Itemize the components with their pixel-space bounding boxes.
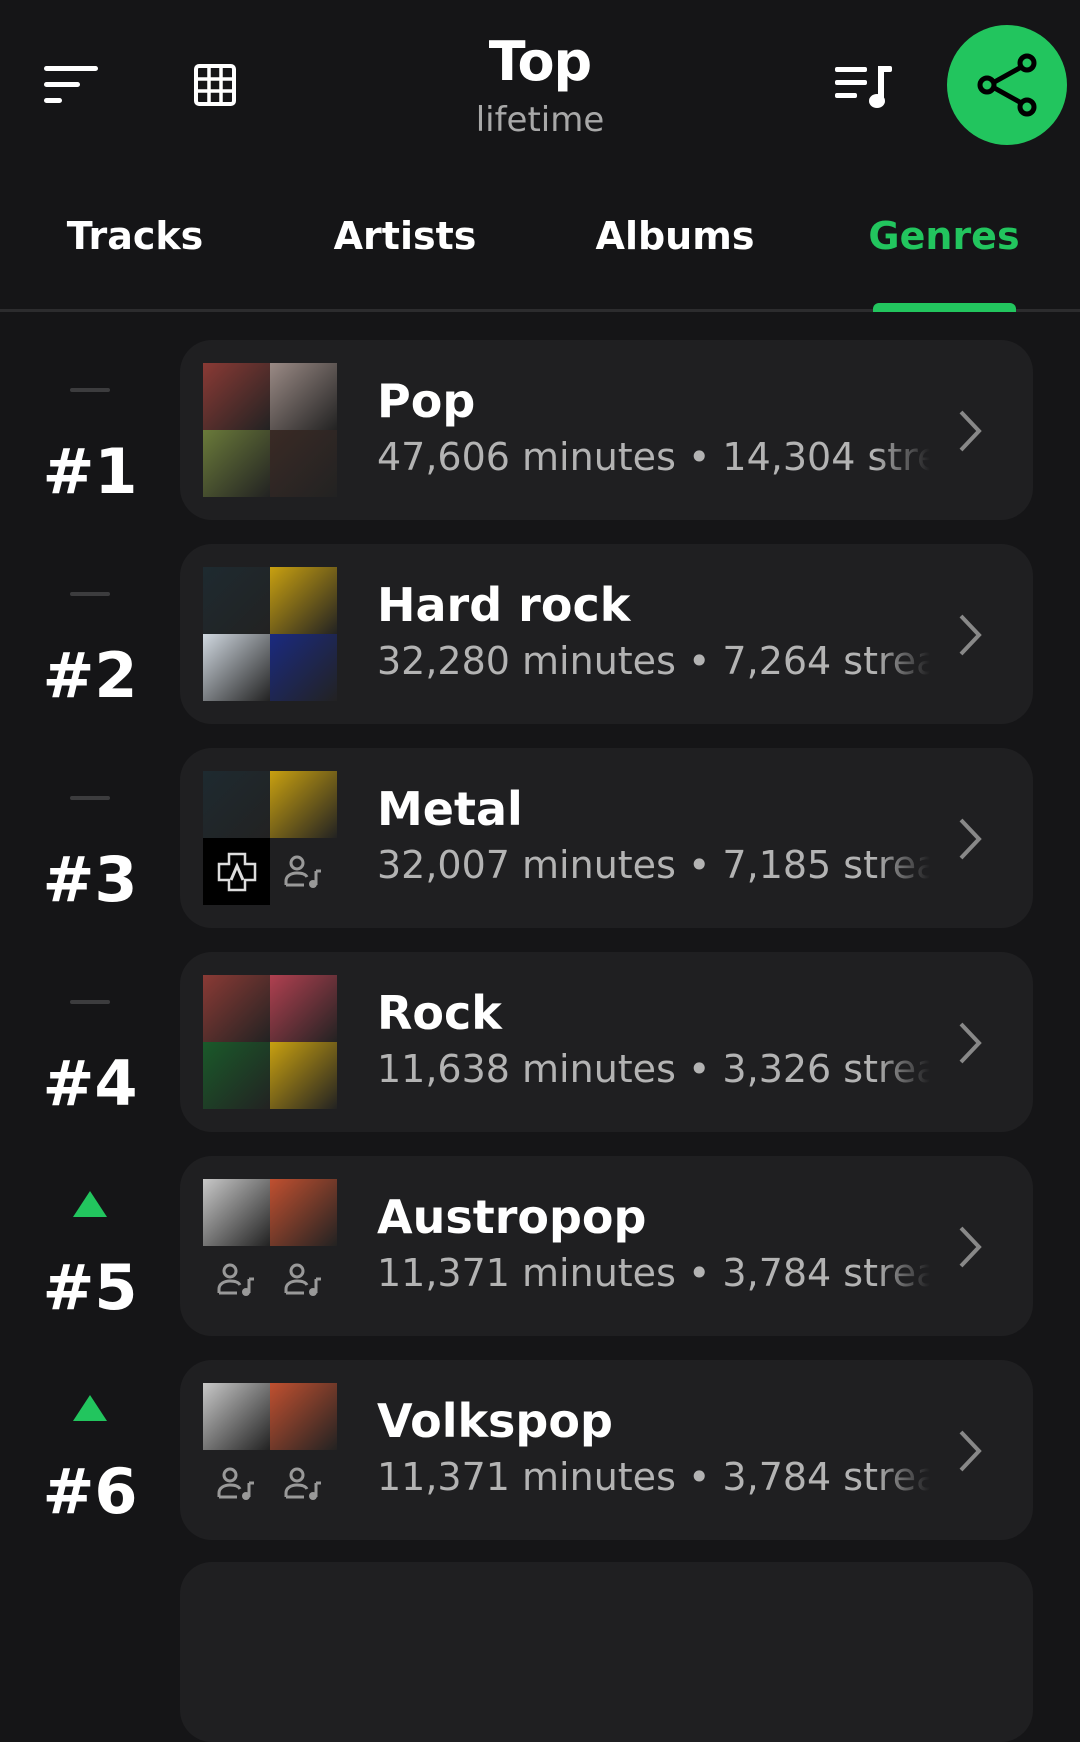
genre-name: Hard rock — [377, 578, 631, 632]
artist-image — [270, 1042, 337, 1109]
genre-artwork-collage — [203, 1179, 337, 1313]
artist-image — [203, 1042, 270, 1109]
active-tab-indicator — [873, 303, 1016, 312]
rank-number: #3 — [42, 843, 138, 916]
genre-stats: 11,371 minutes • 3,784 streams — [377, 1455, 930, 1499]
rank-number: #1 — [42, 435, 138, 508]
artist-image — [203, 567, 270, 634]
artist-image — [203, 975, 270, 1042]
genre-row: #5 Austropop 11,371 minutes • 3,784 stream… — [0, 1156, 1080, 1336]
artist-image — [203, 430, 270, 497]
artist-placeholder-icon — [284, 1263, 321, 1296]
genre-stats: 11,371 minutes • 3,784 streams — [377, 1251, 930, 1295]
genre-card[interactable]: Austropop 11,371 minutes • 3,784 streams — [180, 1156, 1033, 1336]
artist-image — [270, 771, 337, 838]
genre-card-partial[interactable] — [180, 1562, 1033, 1742]
genre-name: Pop — [377, 374, 476, 428]
page-title: Top — [488, 30, 592, 93]
genre-name: Austropop — [377, 1190, 647, 1244]
genre-card[interactable]: Hard rock 32,280 minutes • 7,264 streams — [180, 544, 1033, 724]
genre-artwork-collage — [203, 1383, 337, 1517]
artist-placeholder-icon — [217, 1263, 254, 1296]
sort-icon[interactable] — [44, 66, 100, 104]
genre-row: #3 Metal 32,007 minutes • 7,185 streams — [0, 748, 1080, 928]
genre-name: Volkspop — [377, 1394, 613, 1448]
genre-stats: 32,280 minutes • 7,264 streams — [377, 639, 930, 683]
artist-image — [270, 975, 337, 1042]
artist-image-placeholder — [203, 1450, 270, 1517]
band-logo-icon — [217, 852, 256, 891]
share-button[interactable] — [947, 25, 1067, 145]
chevron-right-icon — [959, 614, 982, 656]
rank-unchanged-icon — [70, 388, 110, 392]
rank-up-icon — [73, 1191, 107, 1217]
rank-number: #2 — [42, 639, 138, 712]
artist-placeholder-icon — [284, 855, 321, 888]
artist-image — [270, 430, 337, 497]
rank-number: #5 — [42, 1251, 138, 1324]
rank-unchanged-icon — [70, 1000, 110, 1004]
genre-card[interactable]: Pop 47,606 minutes • 14,304 streams — [180, 340, 1033, 520]
genre-artwork-collage — [203, 363, 337, 497]
rank-unchanged-icon — [70, 592, 110, 596]
artist-image — [270, 1179, 337, 1246]
chevron-right-icon — [959, 1022, 982, 1064]
chevron-right-icon — [959, 818, 982, 860]
artist-image — [203, 363, 270, 430]
tab-albums[interactable]: Albums — [595, 214, 755, 258]
artist-image — [270, 634, 337, 701]
tab-artists[interactable]: Artists — [333, 214, 477, 258]
artist-placeholder-icon — [284, 1467, 321, 1500]
genre-card[interactable]: Metal 32,007 minutes • 7,185 streams — [180, 748, 1033, 928]
genre-name: Rock — [377, 986, 502, 1040]
artist-image-placeholder — [270, 838, 337, 905]
genre-row: #2 Hard rock 32,280 minutes • 7,264 stream… — [0, 544, 1080, 724]
tab-genres[interactable]: Genres — [868, 214, 1020, 258]
chevron-right-icon — [959, 1226, 982, 1268]
artist-image — [203, 771, 270, 838]
tab-tracks[interactable]: Tracks — [66, 214, 204, 258]
genre-name: Metal — [377, 782, 523, 836]
genre-stats: 32,007 minutes • 7,185 streams — [377, 843, 930, 887]
artist-image-placeholder — [270, 1450, 337, 1517]
artist-image — [270, 363, 337, 430]
top-bar: Top lifetime — [0, 0, 1080, 180]
artist-image — [270, 567, 337, 634]
genre-row: #1 Pop 47,606 minutes • 14,304 streams — [0, 340, 1080, 520]
rank-up-icon — [73, 1395, 107, 1421]
genre-row: #4 Rock 11,638 minutes • 3,326 streams — [0, 952, 1080, 1132]
artist-placeholder-icon — [217, 1467, 254, 1500]
genre-stats: 11,638 minutes • 3,326 streams — [377, 1047, 930, 1091]
artist-image — [203, 838, 270, 905]
rank-number: #4 — [42, 1047, 138, 1120]
genre-artwork-collage — [203, 771, 337, 905]
artist-image-placeholder — [203, 1246, 270, 1313]
artist-image — [203, 1179, 270, 1246]
category-tabs: Tracks Artists Albums Genres — [0, 210, 1080, 312]
genre-stats: 47,606 minutes • 14,304 streams — [377, 435, 930, 479]
rank-number: #6 — [42, 1455, 138, 1528]
queue-music-icon[interactable] — [835, 64, 895, 110]
chevron-right-icon — [959, 410, 982, 452]
time-range-subtitle[interactable]: lifetime — [475, 100, 605, 140]
artist-image — [270, 1383, 337, 1450]
share-icon — [977, 53, 1037, 117]
chevron-right-icon — [959, 1430, 982, 1472]
artist-image — [203, 634, 270, 701]
rank-unchanged-icon — [70, 796, 110, 800]
genre-artwork-collage — [203, 567, 337, 701]
genre-artwork-collage — [203, 975, 337, 1109]
artist-image — [203, 1383, 270, 1450]
grid-icon[interactable] — [194, 64, 238, 108]
genre-card[interactable]: Rock 11,638 minutes • 3,326 streams — [180, 952, 1033, 1132]
genre-card[interactable]: Volkspop 11,371 minutes • 3,784 streams — [180, 1360, 1033, 1540]
artist-image-placeholder — [270, 1246, 337, 1313]
genre-row: #6 Volkspop 11,371 minutes • 3,784 streams — [0, 1360, 1080, 1540]
